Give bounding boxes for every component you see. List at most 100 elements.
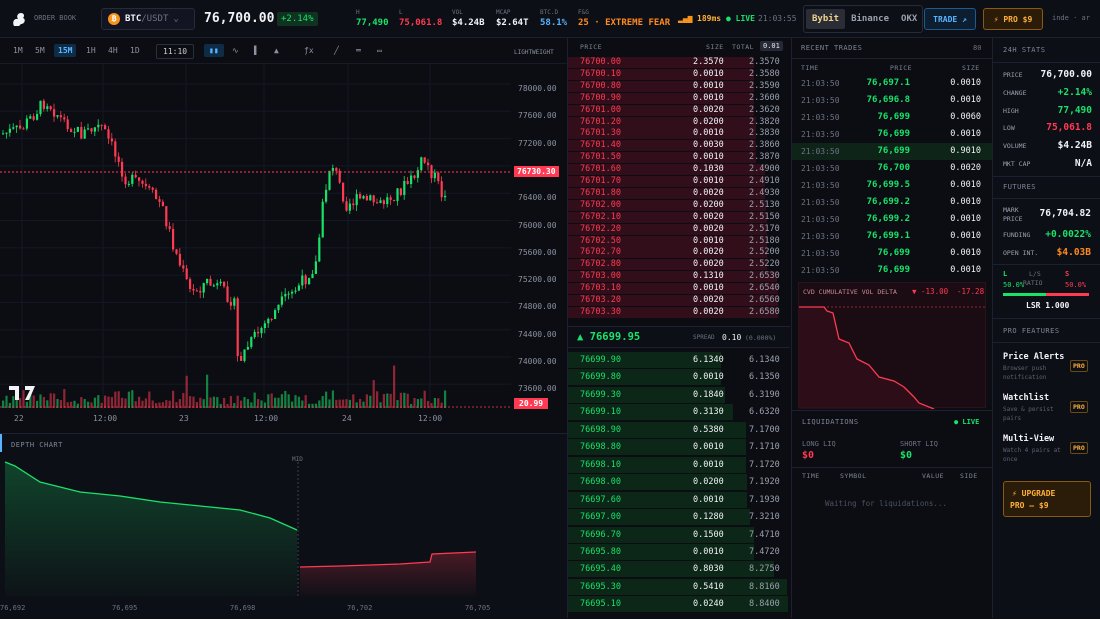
trade-row[interactable]: 21:03:50 76,699 0.0010 (792, 245, 992, 262)
ask-row[interactable]: 76702.00 0.0200 2.5130 (568, 199, 790, 211)
trade-row[interactable]: 21:03:50 76,696.8 0.0010 (792, 92, 992, 109)
candle-body (416, 170, 419, 178)
hline-icon[interactable]: ═ (356, 46, 361, 55)
trade-row[interactable]: 21:03:50 76,699 0.0010 (792, 262, 992, 279)
rectangle-icon[interactable]: ▭ (377, 46, 382, 55)
bid-row[interactable]: 76695.30 0.5410 8.8160 (568, 578, 790, 595)
area-icon[interactable]: ▲ (274, 46, 279, 55)
time-selector[interactable]: 11:10 (156, 44, 195, 59)
timeframe-1m[interactable]: 1M (13, 46, 23, 55)
trade-row[interactable]: 21:03:50 76,699.2 0.0010 (792, 194, 992, 211)
ask-price: 76703.20 (580, 295, 621, 305)
pro-button[interactable]: ⚡ PRO $9 (983, 8, 1043, 30)
ask-row[interactable]: 76701.30 0.0010 2.3830 (568, 128, 790, 140)
ask-row[interactable]: 76702.80 0.0020 2.5220 (568, 259, 790, 271)
ask-row[interactable]: 76700.00 2.3570 2.3570 (568, 57, 790, 68)
bid-row[interactable]: 76697.00 0.1280 7.3210 (568, 509, 790, 526)
pair-selector[interactable]: ₿ BTC/USDT ⌄ (101, 8, 195, 30)
bid-row[interactable]: 76697.60 0.0010 7.1930 (568, 491, 790, 508)
ask-row[interactable]: 76701.20 0.0200 2.3820 (568, 116, 790, 128)
trade-row[interactable]: 21:03:50 76,699.1 0.0010 (792, 228, 992, 245)
ask-row[interactable]: 76701.40 0.0030 2.3860 (568, 140, 790, 152)
volume-bar (427, 400, 430, 408)
price-axis-tick: 77600.00 (518, 111, 557, 121)
bid-row[interactable]: 76698.90 0.5380 7.1700 (568, 421, 790, 438)
trade-size: 0.0010 (950, 231, 981, 241)
bid-row[interactable]: 76699.80 0.0010 6.1350 (568, 369, 790, 386)
ask-row[interactable]: 76701.00 0.0020 2.3620 (568, 104, 790, 116)
bid-row[interactable]: 76698.80 0.0010 7.1710 (568, 439, 790, 456)
ask-row[interactable]: 76702.20 0.0020 2.5170 (568, 223, 790, 235)
candle-body (314, 261, 317, 274)
candle-body (348, 203, 351, 211)
pro-feature-name[interactable]: Multi-View (1003, 434, 1055, 444)
ask-row[interactable]: 76701.60 0.1030 2.4900 (568, 164, 790, 176)
candles-icon[interactable]: ▮▮ (204, 44, 224, 57)
trade-row[interactable]: 21:03:50 76,699 0.0010 (792, 126, 992, 143)
line-icon[interactable]: ∿ (232, 46, 239, 55)
time-axis-tick: 12:00 (254, 414, 279, 423)
bid-row[interactable]: 76699.30 0.1840 6.3190 (568, 386, 790, 403)
bid-size: 0.1500 (693, 529, 724, 540)
ask-row[interactable]: 76702.50 0.0010 2.5180 (568, 235, 790, 247)
indicators-icon[interactable]: ƒx (304, 46, 314, 55)
candlestick-chart[interactable] (0, 64, 511, 409)
order-book-label[interactable]: ORDER BOOK (34, 14, 77, 22)
candle-body (311, 273, 314, 279)
exchange-bybit[interactable]: Bybit (806, 9, 846, 29)
bars-icon[interactable]: ▌ (254, 46, 259, 55)
ask-row[interactable]: 76703.20 0.0020 2.6560 (568, 295, 790, 306)
timeframe-5m[interactable]: 5M (35, 46, 45, 55)
bid-price: 76697.60 (580, 494, 621, 505)
volume-bar (359, 398, 362, 408)
bid-row[interactable]: 76699.90 6.1340 6.1340 (568, 352, 790, 368)
exchange-okx[interactable]: OKX (901, 14, 918, 24)
ask-depth-bar (568, 176, 765, 187)
volume-bar (121, 397, 124, 408)
bid-row[interactable]: 76695.10 0.0240 8.8400 (568, 596, 790, 613)
ask-row[interactable]: 76700.10 0.0010 2.3580 (568, 68, 790, 80)
ask-row[interactable]: 76703.00 0.1310 2.6530 (568, 271, 790, 283)
ask-row[interactable]: 76701.80 0.0020 2.4930 (568, 187, 790, 199)
exchange-binance[interactable]: Binance (851, 14, 890, 24)
open-interest-label: OPEN INT. (1003, 249, 1039, 257)
bid-row[interactable]: 76699.10 0.3130 6.6320 (568, 404, 790, 421)
ask-row[interactable]: 76703.30 0.0020 2.6580 (568, 306, 790, 318)
ask-price: 76701.30 (580, 128, 621, 139)
timeframe-1h[interactable]: 1H (86, 46, 96, 55)
bid-row[interactable]: 76698.00 0.0200 7.1920 (568, 474, 790, 491)
ask-depth-bar (568, 80, 755, 92)
pro-feature-name[interactable]: Price Alerts (1003, 352, 1065, 362)
trade-row[interactable]: 21:03:50 76,699 0.0060 (792, 109, 992, 126)
trade-row[interactable]: 21:03:50 76,699 0.9010 (792, 143, 992, 160)
precision-selector[interactable]: 0.01 (760, 41, 783, 51)
bid-row[interactable]: 76695.40 0.8030 8.2750 (568, 561, 790, 578)
ask-row[interactable]: 76702.70 0.0020 2.5200 (568, 247, 790, 259)
trade-row[interactable]: 21:03:50 76,699.2 0.0010 (792, 211, 992, 228)
trade-row[interactable]: 21:03:50 76,699.5 0.0010 (792, 177, 992, 194)
trade-button[interactable]: TRADE ↗ (924, 8, 976, 30)
timeframe-1d[interactable]: 1D (130, 46, 140, 55)
bid-row[interactable]: 76696.70 0.1500 7.4710 (568, 526, 790, 543)
ask-row[interactable]: 76701.70 0.0010 2.4910 (568, 176, 790, 187)
ask-row[interactable]: 76700.90 0.0010 2.3600 (568, 92, 790, 104)
ask-row[interactable]: 76703.10 0.0010 2.6540 (568, 283, 790, 295)
liq-col-symbol: SYMBOL (840, 472, 867, 480)
timeframe-15m[interactable]: 15M (54, 44, 77, 57)
trade-row[interactable]: 21:03:50 76,697.1 0.0010 (792, 75, 992, 92)
trade-row[interactable]: 21:03:50 76,700 0.0020 (792, 160, 992, 177)
bid-row[interactable]: 76698.10 0.0010 7.1720 (568, 456, 790, 473)
ask-row[interactable]: 76702.10 0.0020 2.5150 (568, 211, 790, 223)
trade-price: 76,699 (877, 129, 910, 139)
bid-price: 76698.00 (580, 477, 621, 488)
trendline-icon[interactable]: ╱ (334, 46, 339, 55)
candle-body (104, 125, 107, 130)
volume-bar (420, 398, 423, 408)
upgrade-pro-button[interactable]: ⚡ UPGRADE PRO — $9 (1003, 481, 1091, 517)
ask-row[interactable]: 76701.50 0.0010 2.3870 (568, 152, 790, 164)
bid-row[interactable]: 76695.80 0.0010 7.4720 (568, 543, 790, 560)
pro-feature-name[interactable]: Watchlist (1003, 393, 1050, 403)
ask-row[interactable]: 76700.80 0.0010 2.3590 (568, 80, 790, 92)
locale-selector[interactable]: inde · ar (1052, 14, 1090, 22)
timeframe-4h[interactable]: 4H (108, 46, 118, 55)
